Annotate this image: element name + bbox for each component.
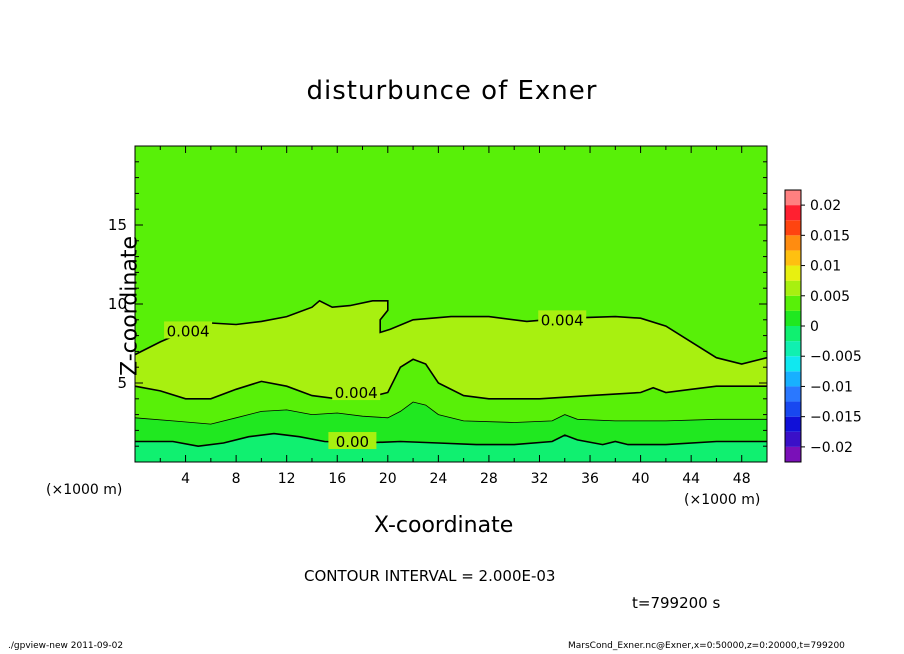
colorbar-swatch-10 bbox=[785, 295, 801, 311]
x-tick-label-40: 40 bbox=[632, 471, 650, 487]
x-unit-right: (×1000 m) bbox=[684, 492, 761, 508]
contour-label-bg-3 bbox=[328, 432, 377, 450]
colorbar-swatch-5 bbox=[785, 371, 801, 387]
colorbar-swatch-9 bbox=[785, 310, 801, 326]
fill-band-mid bbox=[135, 300, 767, 399]
y-axis-label: Z-coordinate bbox=[117, 236, 143, 376]
y-tick-label-5: 5 bbox=[117, 374, 127, 392]
footer-right: MarsCond_Exner.nc@Exner,x=0:50000,z=0:20… bbox=[568, 641, 845, 651]
colorbar-swatch-2 bbox=[785, 416, 801, 432]
contour-line-3 bbox=[135, 432, 767, 448]
colorbar-swatch-13 bbox=[785, 250, 801, 266]
contour-label-3: 0.00 bbox=[336, 433, 369, 451]
x-tick-label-36: 36 bbox=[581, 471, 599, 487]
contour-line-1 bbox=[134, 358, 767, 400]
x-axis-ticks: 4 8 12 16 20 24 28 32 36 40 44 48 bbox=[159, 146, 751, 487]
colorbar-swatch-7 bbox=[785, 341, 801, 357]
colorbar-swatch-8 bbox=[785, 326, 801, 342]
colorbar-label-5: −0.005 bbox=[810, 349, 862, 365]
x-tick-label-24: 24 bbox=[429, 471, 447, 487]
colorbar-swatch-1 bbox=[785, 431, 801, 447]
fill-band-bottom bbox=[135, 433, 767, 462]
x-tick-label-20: 20 bbox=[379, 471, 397, 487]
contour-label-bg-1 bbox=[538, 310, 587, 328]
colorbar-swatch-17 bbox=[785, 190, 801, 206]
contour-label-0: 0.004 bbox=[167, 322, 210, 340]
x-unit-left: (×1000 m) bbox=[46, 482, 123, 498]
y-tick-label-15: 15 bbox=[108, 216, 127, 234]
colorbar-swatch-4 bbox=[785, 386, 801, 402]
y-axis-ticks: 5 10 15 bbox=[108, 161, 767, 447]
x-tick-label-16: 16 bbox=[328, 471, 346, 487]
contour-line-0 bbox=[134, 299, 768, 365]
x-tick-label-48: 48 bbox=[733, 471, 751, 487]
contour-lines bbox=[134, 299, 768, 448]
colorbar-swatch-12 bbox=[785, 265, 801, 281]
colorbar-swatch-14 bbox=[785, 235, 801, 251]
colorbar-label-7: −0.015 bbox=[810, 410, 862, 426]
x-tick-label-28: 28 bbox=[480, 471, 498, 487]
colorbar-label-8: −0.02 bbox=[810, 440, 853, 456]
colorbar-swatch-3 bbox=[785, 401, 801, 417]
colorbar-label-3: 0.005 bbox=[810, 289, 850, 305]
fill-band-low-1 bbox=[135, 359, 767, 425]
colorbar-swatch-0 bbox=[785, 446, 801, 462]
x-tick-label-8: 8 bbox=[232, 471, 241, 487]
x-tick-label-12: 12 bbox=[278, 471, 296, 487]
colorbar-label-0: 0.02 bbox=[810, 198, 841, 214]
colorbar-swatch-11 bbox=[785, 280, 801, 296]
contour-label-2: 0.004 bbox=[335, 384, 378, 402]
y-tick-label-10: 10 bbox=[108, 295, 127, 313]
time-stamp: t=799200 s bbox=[632, 594, 721, 612]
colorbar-swatch-15 bbox=[785, 220, 801, 236]
colorbar: 0.02 0.015 0.01 0.005 0 −0.005 −0.01 −0.015 −0.0… bbox=[784, 189, 862, 463]
colorbar-label-6: −0.01 bbox=[810, 379, 853, 395]
contour-label-bg-2 bbox=[332, 383, 381, 401]
contour-labels: 0.004 0.004 0.004 0.00 bbox=[164, 310, 587, 451]
contour-interval-note: CONTOUR INTERVAL = 2.000E-03 bbox=[304, 567, 556, 585]
contour-label-bg-0 bbox=[164, 321, 213, 339]
colorbar-label-1: 0.015 bbox=[810, 228, 850, 244]
x-tick-label-4: 4 bbox=[181, 471, 190, 487]
x-tick-label-32: 32 bbox=[531, 471, 549, 487]
contour-label-1: 0.004 bbox=[541, 311, 584, 329]
footer-left: ./gpview-new 2011-09-02 bbox=[8, 641, 124, 651]
x-tick-label-44: 44 bbox=[682, 471, 700, 487]
filled-contours bbox=[135, 146, 767, 462]
colorbar-label-4: 0 bbox=[810, 319, 819, 335]
colorbar-label-2: 0.01 bbox=[810, 259, 841, 275]
colorbar-swatch-16 bbox=[785, 205, 801, 221]
x-axis-label: X-coordinate bbox=[374, 513, 514, 538]
chart-title: disturbunce of Exner bbox=[306, 76, 598, 106]
colorbar-swatch-6 bbox=[785, 356, 801, 372]
contour-line-2 bbox=[134, 401, 767, 425]
